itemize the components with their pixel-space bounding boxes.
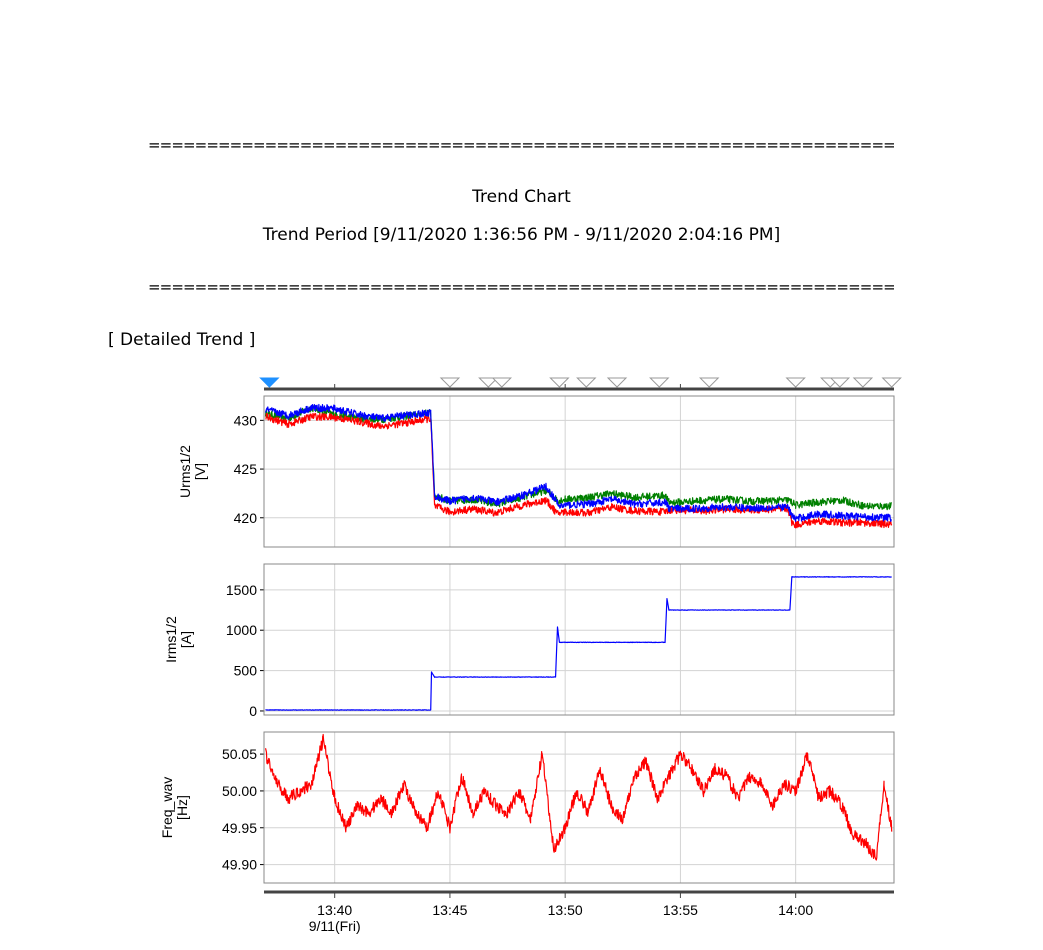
x-tick-label: 13:50 [548,902,583,918]
x-tick-label: 13:40 [317,902,352,918]
freq-panel-frame [263,731,895,884]
irms-y-tick-label: 500 [234,663,258,679]
event-marker [491,377,512,388]
freq-series-line [264,733,893,861]
event-marker-active [259,377,280,388]
urms-series-line [265,412,893,529]
event-marker [881,377,902,388]
event-marker [549,377,570,388]
freq-axis-label: Freq_wav [159,777,175,838]
event-marker [606,377,628,388]
urms-axis-unit: [V] [192,463,208,480]
event-marker [649,377,670,388]
urms-y-tick-label: 425 [234,461,258,477]
event-marker [699,377,720,388]
irms-y-tick-label: 0 [249,703,257,719]
urms-axis-label: Urms1/2 [177,445,193,498]
event-marker [478,377,499,388]
irms-panel-frame [263,563,895,716]
urms-y-tick-label: 430 [234,412,258,428]
urms-series-line [264,403,893,523]
trend-period: Trend Period [9/11/2020 1:36:56 PM - 9/1… [262,225,781,245]
separator-top: ========================================… [148,136,894,154]
irms-series-line [265,576,892,711]
x-tick-date-label: 9/11(Fri) [309,918,361,934]
x-tick-label: 13:45 [432,902,467,918]
freq-y-tick-label: 50.00 [222,783,257,799]
urms-series-line [264,404,892,511]
urms-y-tick-label: 420 [234,510,258,526]
trend-chart: 430 425 420 Urms1/2 [V] 1500 1000 500 0 Irms1/2 [A… [159,377,902,934]
freq-y-tick-label: 49.95 [222,820,257,836]
irms-y-tick-label: 1000 [226,622,257,638]
event-marker [829,377,851,388]
event-marker [852,377,874,388]
report-title: Trend Chart [472,187,571,207]
x-tick-label: 14:00 [778,902,813,918]
freq-y-tick-label: 50.05 [222,746,257,762]
irms-y-tick-label: 1500 [226,582,257,598]
x-tick-label: 13:55 [663,902,698,918]
irms-axis-unit: [A] [178,631,194,648]
freq-y-tick-label: 49.90 [222,857,257,873]
event-marker [576,377,597,388]
event-marker [785,377,806,388]
separator-bottom: ========================================… [148,278,894,296]
urms-panel-frame [263,395,895,548]
event-marker [439,377,461,388]
irms-axis-label: Irms1/2 [163,616,179,663]
freq-axis-unit: [Hz] [174,795,190,820]
section-heading: [ Detailed Trend ] [108,330,256,350]
